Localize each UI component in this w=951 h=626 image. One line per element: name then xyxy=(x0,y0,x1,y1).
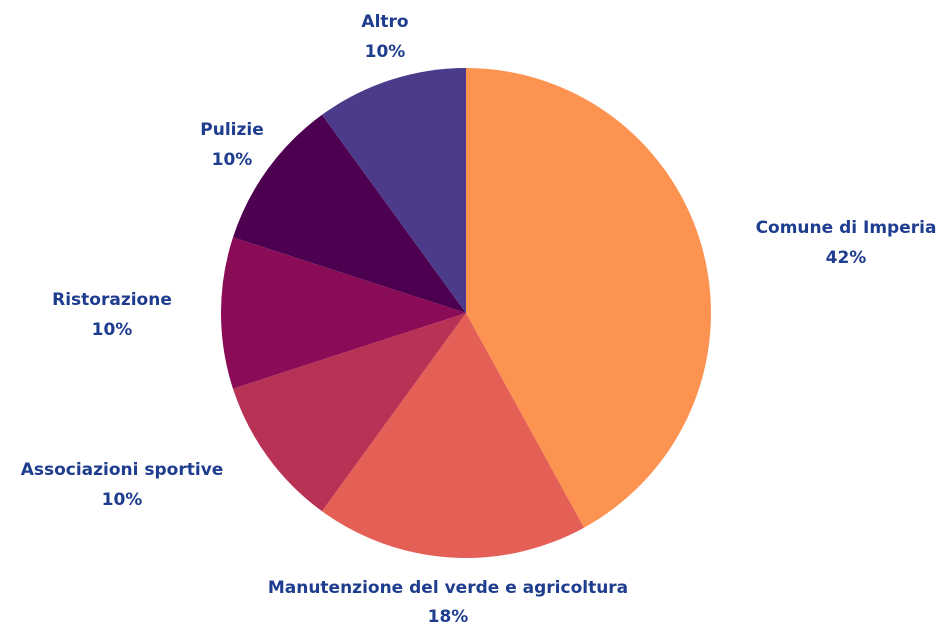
slice-label: Manutenzione del verde e agricoltura xyxy=(268,578,628,598)
slice-label: Comune di Imperia xyxy=(756,218,937,238)
pie-slice xyxy=(232,114,466,313)
pie-slice xyxy=(221,237,466,389)
pie-slice xyxy=(321,313,585,558)
slice-label: Pulizie xyxy=(200,120,263,140)
slice-value-label: 10% xyxy=(92,320,133,340)
slice-value-label: 18% xyxy=(428,607,469,626)
pie-slice xyxy=(321,68,466,313)
pie xyxy=(221,68,711,558)
slice-label: Associazioni sportive xyxy=(21,460,224,480)
slice-value-label: 10% xyxy=(365,42,406,62)
slice-value-label: 42% xyxy=(826,248,867,268)
slice-label: Ristorazione xyxy=(52,290,172,310)
slice-value-label: 10% xyxy=(102,490,143,510)
slice-label: Altro xyxy=(361,12,408,32)
slice-value-label: 10% xyxy=(212,150,253,170)
pie-slice xyxy=(232,313,466,512)
pie-slice xyxy=(466,68,711,528)
